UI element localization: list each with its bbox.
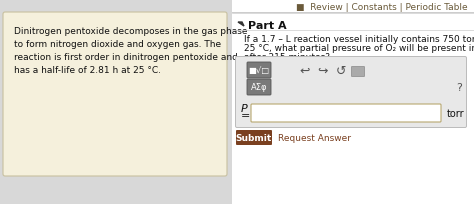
Text: ↩: ↩ (300, 64, 310, 77)
FancyBboxPatch shape (247, 63, 271, 79)
Text: ■√□: ■√□ (248, 66, 270, 75)
Text: ↺: ↺ (336, 64, 346, 77)
FancyBboxPatch shape (236, 57, 466, 128)
FancyBboxPatch shape (247, 80, 271, 95)
FancyBboxPatch shape (251, 104, 441, 122)
Text: Part A: Part A (248, 21, 287, 31)
Text: torr: torr (447, 109, 465, 118)
Polygon shape (238, 23, 244, 27)
Text: Dinitrogen pentoxide decomposes in the gas phase
to form nitrogen dioxide and ox: Dinitrogen pentoxide decomposes in the g… (14, 27, 247, 74)
Text: If a 1.7 – L reaction vessel initially contains 750 torr of N₂O₅ at: If a 1.7 – L reaction vessel initially c… (244, 35, 474, 44)
FancyBboxPatch shape (352, 67, 365, 77)
Text: Request Answer: Request Answer (278, 133, 351, 142)
Text: after 215 minutes?: after 215 minutes? (244, 53, 330, 62)
Text: AΣφ: AΣφ (251, 83, 267, 92)
Text: ■  Review | Constants | Periodic Table: ■ Review | Constants | Periodic Table (296, 3, 468, 12)
Text: P: P (241, 103, 248, 113)
Text: =: = (241, 110, 250, 120)
Text: 25 °C, what partial pressure of O₂ will be present in the vessel: 25 °C, what partial pressure of O₂ will … (244, 44, 474, 53)
Text: ?: ? (456, 83, 462, 93)
Text: ↪: ↪ (318, 64, 328, 77)
FancyBboxPatch shape (3, 13, 227, 176)
Text: Submit: Submit (236, 133, 272, 142)
Bar (232, 0, 474, 204)
FancyBboxPatch shape (236, 130, 272, 145)
